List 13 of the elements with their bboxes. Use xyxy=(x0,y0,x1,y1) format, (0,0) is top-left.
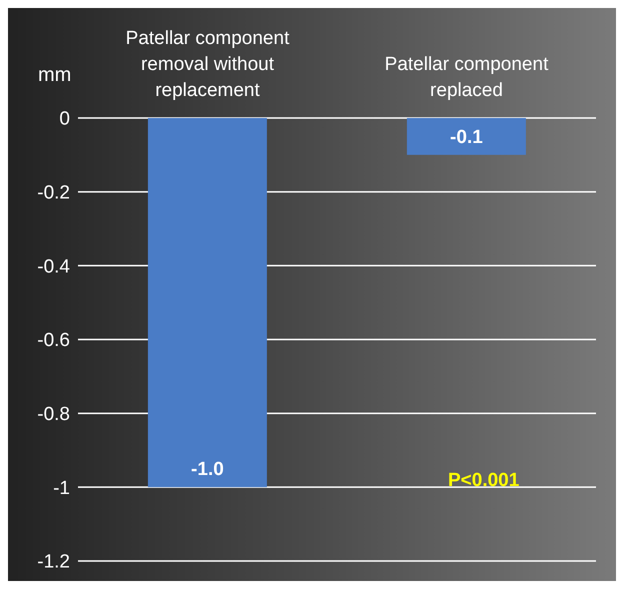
y-tick-label: -1.2 xyxy=(37,552,70,573)
data-label: -0.1 xyxy=(450,126,484,148)
y-tick-label: -1 xyxy=(53,478,70,499)
y-tick-label: -0.6 xyxy=(37,330,70,352)
y-tick-label: 0 xyxy=(59,108,70,130)
x-tick-label: Patellar component replaced xyxy=(384,54,550,101)
y-tick-label: -0.8 xyxy=(37,404,70,426)
y-axis-title: mm xyxy=(38,64,72,87)
y-tick-label: -0.2 xyxy=(37,182,70,204)
annotation: P<0.001 xyxy=(448,470,520,492)
x-tick-label: Patellar component removal without replacement xyxy=(126,28,290,101)
data-label: -1.0 xyxy=(191,459,224,480)
y-tick-label: -0.4 xyxy=(37,256,70,278)
